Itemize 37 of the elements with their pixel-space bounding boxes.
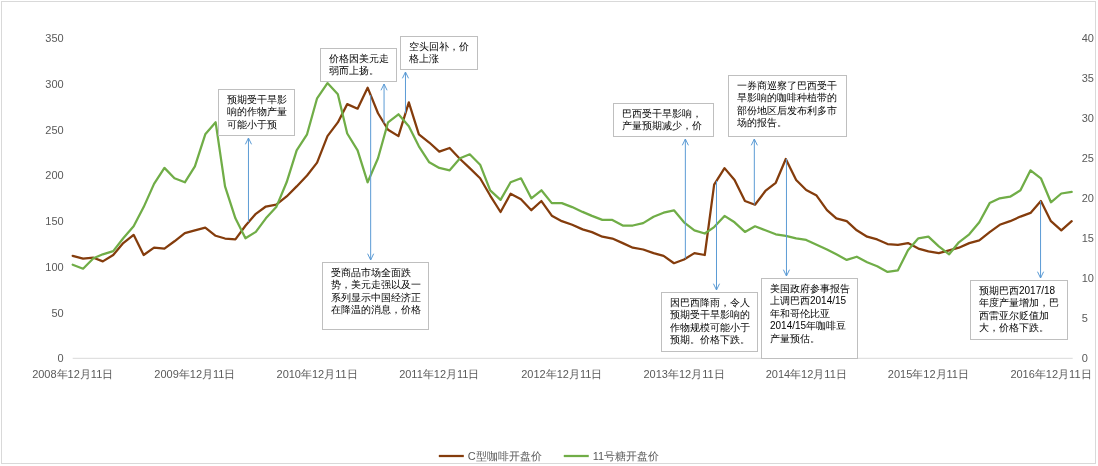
annotation: 空头回补，价格上涨	[400, 36, 478, 70]
y2-tick-label: 25	[1081, 152, 1094, 165]
y-tick-label: 200	[45, 169, 64, 182]
x-tick-label: 2009年12月11日	[154, 367, 236, 380]
annotation: 受商品市场全面跌势，美元走强以及一系列显示中国经济正在降温的消息，价格	[322, 262, 429, 330]
y2-tick-label: 40	[1081, 32, 1094, 45]
annotation: 一券商巡察了巴西受干旱影响的咖啡种植带的部份地区后发布利多市场的报告。	[728, 75, 847, 137]
y-tick-label: 100	[45, 260, 64, 273]
x-tick-label: 2014年12月11日	[765, 367, 847, 380]
legend-label: 11号糖开盘价	[592, 450, 660, 462]
y-tick-label: 50	[51, 306, 64, 319]
annotation: 预期受干旱影响的作物产量可能小于预	[218, 89, 295, 136]
legend-label: C型咖啡开盘价	[467, 450, 542, 462]
x-tick-label: 2008年12月11日	[32, 367, 114, 380]
annotation: 预期巴西2017/18年度产量增加，巴西雷亚尔贬值加大，价格下跌。	[970, 280, 1068, 340]
y2-tick-label: 35	[1081, 72, 1094, 85]
y-tick-label: 0	[57, 352, 64, 365]
x-tick-label: 2015年12月11日	[887, 367, 969, 380]
y-tick-label: 350	[45, 32, 64, 45]
annotation: 价格因美元走弱而上扬。	[320, 48, 397, 82]
y2-tick-label: 30	[1081, 112, 1094, 125]
y-tick-label: 300	[45, 78, 64, 91]
y2-tick-label: 5	[1081, 312, 1088, 325]
y2-tick-label: 10	[1081, 272, 1094, 285]
x-tick-label: 2010年12月11日	[276, 367, 358, 380]
x-tick-label: 2011年12月11日	[399, 367, 480, 380]
y2-tick-label: 20	[1081, 192, 1094, 205]
x-tick-label: 2012年12月11日	[521, 367, 603, 380]
y2-tick-label: 15	[1081, 232, 1094, 245]
annotation: 因巴西降雨，令人预期受干旱影响的作物规模可能小于预期。价格下跌。	[661, 292, 758, 352]
y2-tick-label: 0	[1081, 352, 1088, 365]
x-tick-label: 2013年12月11日	[643, 367, 725, 380]
y-tick-label: 250	[45, 123, 64, 136]
x-tick-label: 2016年12月11日	[1010, 367, 1092, 380]
annotation: 美国政府参事报告上调巴西2014/15年和哥伦比亚2014/15年咖啡豆产量预估。	[761, 278, 858, 359]
y-tick-label: 150	[45, 215, 64, 228]
annotation: 巴西受干旱影响，产量预期减少，价	[613, 103, 714, 137]
